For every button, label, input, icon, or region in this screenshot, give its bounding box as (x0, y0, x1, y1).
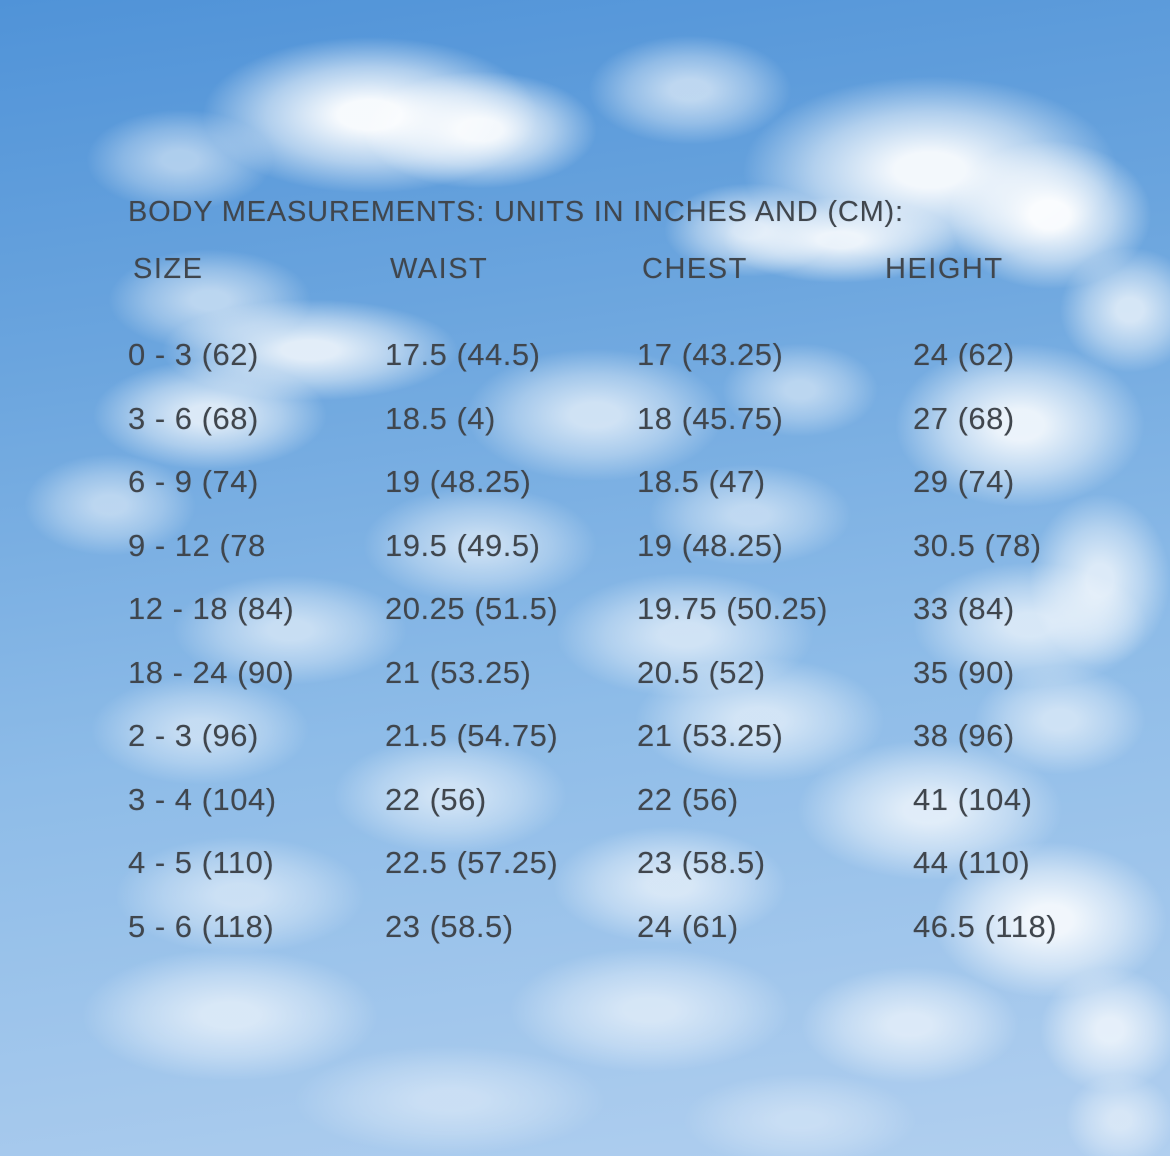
waist-cell: 18.5 (4) (385, 400, 496, 436)
chest-cell: 22 (56) (637, 781, 739, 817)
height-cell: 27 (68) (913, 400, 1015, 436)
table-row: 5 - 6 (118) 23 (58.5) 24 (61) 46.5 (118) (128, 908, 1110, 974)
height-cell: 41 (104) (913, 781, 1033, 817)
waist-cell: 21.5 (54.75) (385, 718, 559, 753)
column-header-size: SIZE (133, 253, 204, 285)
column-header-height: HEIGHT (885, 253, 1004, 285)
height-cell: 30.5 (78) (913, 527, 1042, 563)
chest-cell: 17 (43.25) (637, 337, 784, 372)
table-row: 4 - 5 (110) 22.5 (57.25) 23 (58.5) 44 (110) (128, 846, 1110, 910)
cloud (1050, 1060, 1170, 1156)
table-body: 0 - 3 (62) 17.5 (44.5) 17 (43.25) 24 (62) 3 … (128, 338, 1110, 973)
size-cell: 5 - 6 (118) (128, 908, 275, 944)
table-row: 2 - 3 (96) 21.5 (54.75) 21 (53.25) 38 (96) (128, 719, 1110, 783)
height-cell: 38 (96) (913, 718, 1015, 753)
chest-cell: 18 (45.75) (637, 400, 784, 436)
chest-cell: 19.75 (50.25) (637, 591, 828, 626)
cloud (155, 15, 585, 215)
cloud (250, 1030, 650, 1156)
table-row: 3 - 6 (68) 18.5 (4) 18 (45.75) 27 (68) (128, 400, 1110, 466)
size-cell: 3 - 6 (68) (128, 400, 259, 436)
cloud (1020, 950, 1170, 1110)
size-cell: 6 - 9 (74) (128, 464, 259, 499)
height-cell: 46.5 (118) (913, 908, 1058, 944)
size-cell: 18 - 24 (90) (128, 654, 295, 690)
size-chart: BODY MEASUREMENTS: UNITS IN INCHES AND (… (128, 196, 1110, 973)
size-cell: 2 - 3 (96) (128, 718, 259, 753)
waist-cell: 22 (56) (385, 781, 487, 817)
chart-title: BODY MEASUREMENTS: UNITS IN INCHES AND (… (128, 196, 904, 228)
cloud (560, 20, 820, 160)
chest-cell: 23 (58.5) (637, 845, 766, 880)
waist-cell: 19.5 (49.5) (385, 527, 541, 563)
chest-cell: 24 (61) (637, 908, 739, 944)
chest-cell: 20.5 (52) (637, 654, 766, 690)
table-row: 12 - 18 (84) 20.25 (51.5) 19.75 (50.25) 33 … (128, 592, 1110, 656)
waist-cell: 17.5 (44.5) (385, 337, 541, 372)
table-row: 18 - 24 (90) 21 (53.25) 20.5 (52) 35 (90) (128, 654, 1110, 720)
waist-cell: 21 (53.25) (385, 654, 532, 690)
waist-cell: 20.25 (51.5) (385, 591, 559, 626)
waist-cell: 19 (48.25) (385, 464, 532, 499)
size-cell: 0 - 3 (62) (128, 337, 259, 372)
height-cell: 29 (74) (913, 464, 1015, 499)
height-cell: 35 (90) (913, 654, 1015, 690)
height-cell: 24 (62) (913, 337, 1015, 372)
height-cell: 44 (110) (913, 845, 1031, 880)
chest-cell: 19 (48.25) (637, 527, 784, 563)
size-cell: 12 - 18 (84) (128, 591, 295, 626)
size-cell: 3 - 4 (104) (128, 781, 277, 817)
table-row: 0 - 3 (62) 17.5 (44.5) 17 (43.25) 24 (62) (128, 338, 1110, 402)
cloud (650, 1060, 950, 1156)
table-row: 9 - 12 (78 19.5 (49.5) 19 (48.25) 30.5 (78) (128, 527, 1110, 593)
chest-cell: 18.5 (47) (637, 464, 766, 499)
waist-cell: 23 (58.5) (385, 908, 514, 944)
column-header-waist: WAIST (390, 253, 489, 285)
table-row: 3 - 4 (104) 22 (56) 22 (56) 41 (104) (128, 781, 1110, 847)
table-row: 6 - 9 (74) 19 (48.25) 18.5 (47) 29 (74) (128, 465, 1110, 529)
table-header-row: SIZE WAIST CHEST HEIGHT (128, 253, 1110, 285)
size-cell: 4 - 5 (110) (128, 845, 275, 880)
waist-cell: 22.5 (57.25) (385, 845, 559, 880)
height-cell: 33 (84) (913, 591, 1015, 626)
column-header-chest: CHEST (642, 253, 748, 285)
size-cell: 9 - 12 (78 (128, 527, 266, 563)
chest-cell: 21 (53.25) (637, 718, 784, 753)
cloud (330, 55, 630, 205)
